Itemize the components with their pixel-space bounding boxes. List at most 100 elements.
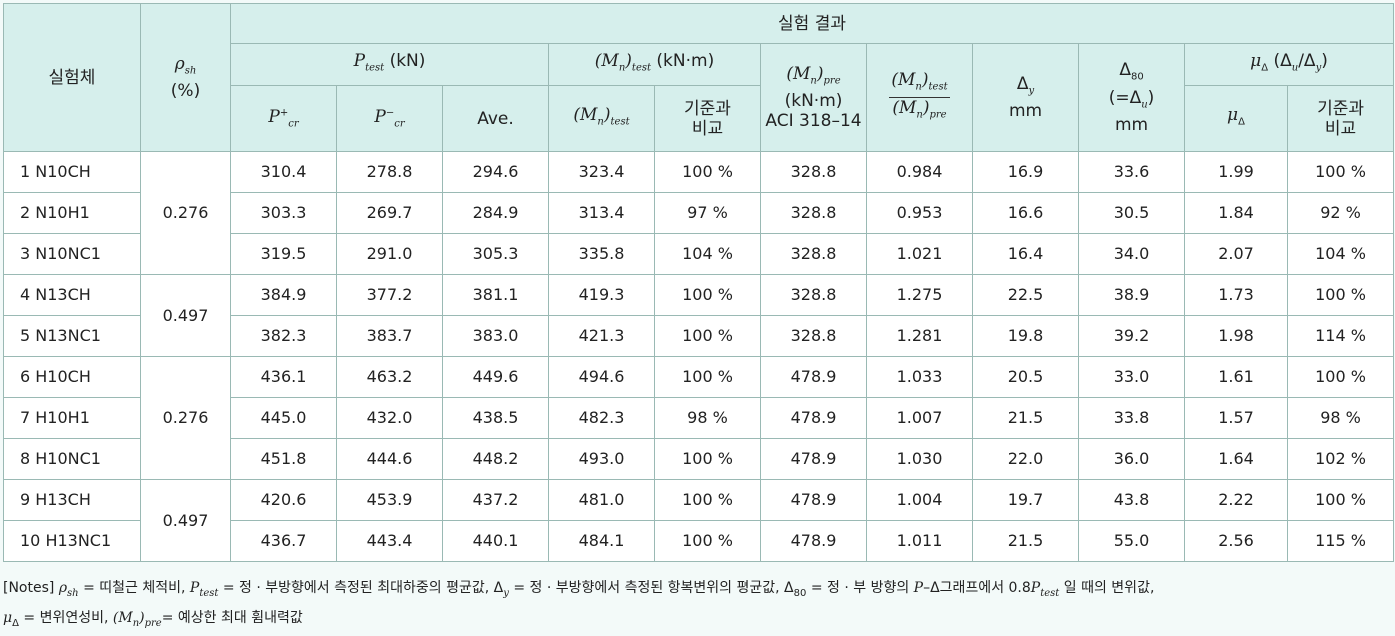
cell-p-minus: 453.9 bbox=[336, 479, 443, 521]
cell-mu: 1.99 bbox=[1184, 151, 1288, 193]
table-body: 1 N10CH 0.276 310.4 278.8 294.6 323.4 100 % 328… bbox=[3, 151, 1395, 562]
cell-ave: 448.2 bbox=[442, 438, 549, 480]
cell-dy: 21.5 bbox=[972, 397, 1079, 439]
header-ave: Ave. bbox=[442, 85, 549, 152]
cell-p-plus: 445.0 bbox=[230, 397, 337, 439]
cell-dy: 19.8 bbox=[972, 315, 1079, 357]
table-row: 7 H10H1 445.0 432.0 438.5 482.3 98 % 478.9 1.00… bbox=[3, 397, 1395, 439]
cell-ratio: 1.007 bbox=[866, 397, 973, 439]
cell-mn-pre: 478.9 bbox=[760, 479, 867, 521]
cell-ratio: 1.033 bbox=[866, 356, 973, 398]
cell-p-plus: 436.7 bbox=[230, 520, 337, 562]
cell-mn-pre: 328.8 bbox=[760, 315, 867, 357]
cell-cmp2: 115 % bbox=[1286, 520, 1395, 562]
specimen-name: 8 H10NC1 bbox=[3, 438, 141, 480]
header-mn-test-sub: (Mn)test bbox=[548, 85, 655, 152]
rho-value: 0.497 bbox=[140, 274, 231, 357]
header-compare-2: 기준과 비교 bbox=[1286, 85, 1395, 152]
cell-ave: 440.1 bbox=[442, 520, 549, 562]
cell-cmp2: 100 % bbox=[1286, 274, 1395, 316]
cell-cmp1: 100 % bbox=[654, 274, 761, 316]
header-mu-sub: μΔ bbox=[1184, 85, 1288, 152]
cell-mu: 2.56 bbox=[1184, 520, 1288, 562]
cell-p-plus: 436.1 bbox=[230, 356, 337, 398]
cell-cmp2: 98 % bbox=[1286, 397, 1395, 439]
cell-cmp1: 100 % bbox=[654, 479, 761, 521]
specimen-name: 5 N13NC1 bbox=[3, 315, 141, 357]
specimen-name: 3 N10NC1 bbox=[3, 233, 141, 275]
table-row: 10 H13NC1 436.7 443.4 440.1 484.1 100 % 478.9 1… bbox=[3, 520, 1395, 562]
cell-ratio: 0.953 bbox=[866, 192, 973, 234]
cell-p-plus: 382.3 bbox=[230, 315, 337, 357]
cell-ratio: 1.021 bbox=[866, 233, 973, 275]
cell-d80: 34.0 bbox=[1078, 233, 1185, 275]
cell-ratio: 0.984 bbox=[866, 151, 973, 193]
cell-mn-test: 335.8 bbox=[548, 233, 655, 275]
cell-cmp1: 100 % bbox=[654, 151, 761, 193]
cell-mn-pre: 478.9 bbox=[760, 520, 867, 562]
cell-d80: 39.2 bbox=[1078, 315, 1185, 357]
cell-cmp2: 102 % bbox=[1286, 438, 1395, 480]
header-rho: ρsh (%) bbox=[140, 3, 231, 152]
cell-mn-test: 313.4 bbox=[548, 192, 655, 234]
cell-mu: 1.98 bbox=[1184, 315, 1288, 357]
cell-mn-pre: 478.9 bbox=[760, 438, 867, 480]
cell-p-plus: 310.4 bbox=[230, 151, 337, 193]
results-table: 실험체 ρsh (%) 실험 결과 Ptest (kN) (Mn)test (kN… bbox=[3, 3, 1395, 562]
cell-mu: 1.73 bbox=[1184, 274, 1288, 316]
cell-cmp1: 100 % bbox=[654, 438, 761, 480]
cell-cmp1: 100 % bbox=[654, 315, 761, 357]
header-compare-1: 기준과 비교 bbox=[654, 85, 761, 152]
cell-dy: 20.5 bbox=[972, 356, 1079, 398]
cell-mn-test: 421.3 bbox=[548, 315, 655, 357]
cell-mn-test: 482.3 bbox=[548, 397, 655, 439]
cell-cmp1: 100 % bbox=[654, 356, 761, 398]
cell-ave: 381.1 bbox=[442, 274, 549, 316]
cell-d80: 30.5 bbox=[1078, 192, 1185, 234]
cell-p-minus: 444.6 bbox=[336, 438, 443, 480]
header-delta-y: Δy mm bbox=[972, 43, 1079, 152]
table-row: 6 H10CH 0.276 436.1 463.2 449.6 494.6 100 % 478… bbox=[3, 356, 1395, 480]
cell-ave: 449.6 bbox=[442, 356, 549, 398]
cell-cmp1: 98 % bbox=[654, 397, 761, 439]
cell-cmp2: 114 % bbox=[1286, 315, 1395, 357]
cell-mn-pre: 478.9 bbox=[760, 356, 867, 398]
cell-ave: 438.5 bbox=[442, 397, 549, 439]
rho-value: 0.497 bbox=[140, 479, 231, 562]
cell-ratio: 1.281 bbox=[866, 315, 973, 357]
cell-mn-test: 323.4 bbox=[548, 151, 655, 193]
table-row: 4 N13CH 0.497 384.9 377.2 381.1 419.3 100 % 328… bbox=[3, 274, 1395, 357]
cell-dy: 19.7 bbox=[972, 479, 1079, 521]
cell-mn-test: 419.3 bbox=[548, 274, 655, 316]
table-row: 8 H10NC1 451.8 444.6 448.2 493.0 100 % 478.9 1.… bbox=[3, 438, 1395, 480]
cell-mn-test: 484.1 bbox=[548, 520, 655, 562]
cell-p-plus: 303.3 bbox=[230, 192, 337, 234]
header-delta-80: Δ80 (=Δu) mm bbox=[1078, 43, 1185, 152]
cell-mu: 2.22 bbox=[1184, 479, 1288, 521]
cell-mn-pre: 478.9 bbox=[760, 397, 867, 439]
cell-cmp2: 100 % bbox=[1286, 356, 1395, 398]
cell-mn-test: 494.6 bbox=[548, 356, 655, 398]
cell-dy: 16.6 bbox=[972, 192, 1079, 234]
header-p-test: Ptest (kN) bbox=[230, 43, 549, 86]
cell-p-plus: 420.6 bbox=[230, 479, 337, 521]
specimen-name: 4 N13CH bbox=[3, 274, 141, 316]
rho-value: 0.276 bbox=[140, 356, 231, 480]
cell-d80: 33.6 bbox=[1078, 151, 1185, 193]
cell-p-minus: 383.7 bbox=[336, 315, 443, 357]
cell-dy: 21.5 bbox=[972, 520, 1079, 562]
cell-cmp1: 100 % bbox=[654, 520, 761, 562]
cell-mu: 2.07 bbox=[1184, 233, 1288, 275]
header-specimen: 실험체 bbox=[3, 3, 141, 152]
specimen-name: 9 H13CH bbox=[3, 479, 141, 521]
header-p-plus: P+cr bbox=[230, 85, 337, 152]
cell-cmp2: 92 % bbox=[1286, 192, 1395, 234]
cell-mn-test: 493.0 bbox=[548, 438, 655, 480]
cell-d80: 43.8 bbox=[1078, 479, 1185, 521]
cell-cmp2: 104 % bbox=[1286, 233, 1395, 275]
cell-dy: 22.5 bbox=[972, 274, 1079, 316]
cell-mu: 1.61 bbox=[1184, 356, 1288, 398]
header-mn-test: (Mn)test (kN·m) bbox=[548, 43, 761, 86]
table-row: 9 H13CH 0.497 420.6 453.9 437.2 481.0 100 % 478… bbox=[3, 479, 1395, 562]
cell-ave: 383.0 bbox=[442, 315, 549, 357]
